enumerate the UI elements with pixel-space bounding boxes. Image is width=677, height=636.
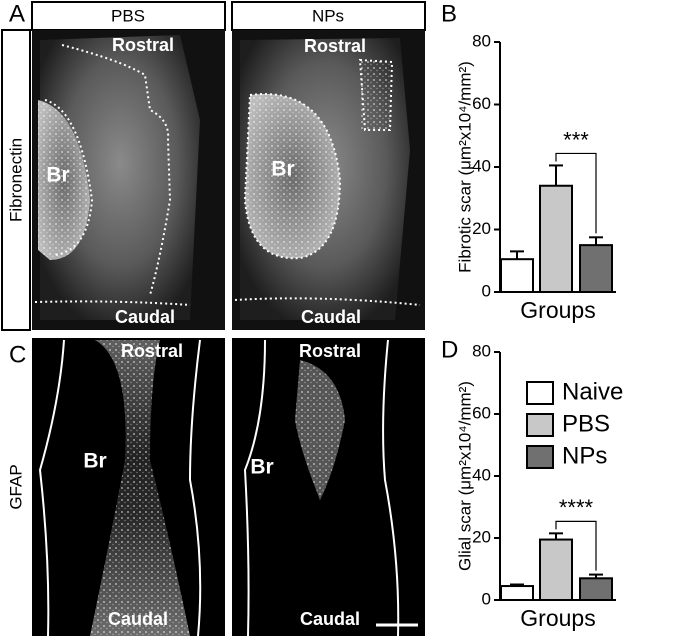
image-label: Br (46, 164, 69, 187)
bar (500, 258, 534, 293)
image-label: Caudal (108, 609, 168, 629)
micrograph (32, 338, 225, 636)
column-label: PBS (111, 6, 145, 25)
x-axis-label: Groups (520, 297, 595, 323)
panel-label: B (441, 0, 457, 27)
image-label: Rostral (299, 341, 361, 361)
bar (539, 538, 573, 601)
panel-label: D (441, 336, 458, 363)
x-axis-label: Groups (520, 605, 595, 631)
y-tick-label: 60 (472, 403, 491, 422)
micrograph (232, 30, 425, 330)
y-tick-label: 0 (482, 589, 491, 608)
image-label: Caudal (300, 609, 360, 629)
significance-label: **** (559, 495, 594, 520)
legend-swatch (526, 445, 554, 469)
bar (539, 184, 573, 293)
image-label: Br (271, 158, 294, 181)
legend-swatch (526, 413, 554, 437)
image-label: Rostral (304, 36, 366, 56)
y-axis-label: Glial scar (μm²x10⁴/mm²) (455, 381, 474, 571)
legend-swatch (526, 381, 554, 405)
micrograph (232, 338, 425, 636)
significance-bracket (555, 152, 597, 234)
y-tick-label: 80 (472, 31, 491, 50)
y-tick-label: 0 (482, 281, 491, 300)
y-tick-label: 80 (472, 341, 491, 360)
row-label: GFAP (6, 464, 25, 509)
y-tick-label: 60 (472, 94, 491, 113)
y-tick-label: 40 (472, 465, 491, 484)
panel-label: C (9, 341, 26, 368)
image-label: Br (83, 450, 106, 473)
legend-label: PBS (562, 410, 610, 437)
column-label: NPs (312, 6, 344, 25)
y-axis-label: Fibrotic scar (μm²x10⁴/mm²) (455, 61, 474, 273)
image-label: Br (250, 456, 273, 479)
bar (500, 585, 534, 601)
image-label: Caudal (115, 307, 175, 327)
significance-bracket (555, 520, 597, 571)
row-box (1, 29, 31, 331)
significance-label: *** (563, 127, 589, 152)
y-tick-label: 40 (472, 156, 491, 175)
image-label: Rostral (121, 341, 183, 361)
bar (579, 577, 613, 601)
y-tick-label: 20 (472, 219, 491, 238)
image-label: Rostral (112, 35, 174, 55)
row-label: Fibronectin (6, 138, 25, 222)
bar (579, 244, 613, 293)
panel-label: A (9, 0, 25, 27)
legend-label: NPs (562, 442, 607, 469)
micrograph (32, 30, 225, 330)
y-tick-label: 20 (472, 527, 491, 546)
image-label: Caudal (301, 307, 361, 327)
legend-label: Naive (562, 378, 623, 405)
